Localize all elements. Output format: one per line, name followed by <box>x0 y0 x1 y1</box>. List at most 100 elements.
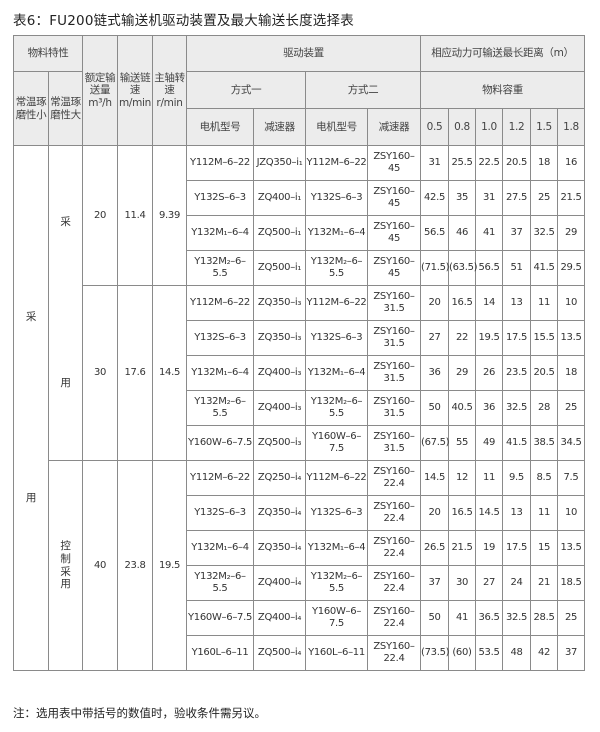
distance-cell: 42.5 <box>420 180 449 216</box>
distance-cell: 32.5 <box>502 390 531 426</box>
distance-cell: 32.5 <box>530 215 558 251</box>
motor2-cell: Y132M₁–6–4 <box>305 215 368 251</box>
distance-cell: 18 <box>530 145 558 181</box>
table-row: Y160W–6–7.5 ZQ400–i₄ Y160W–6–7.5 ZSY160–22.… <box>14 600 585 636</box>
distance-cell: 55 <box>448 425 476 461</box>
motor2-cell: Y132M₁–6–4 <box>305 530 368 566</box>
vertical-label: 采用 <box>14 311 48 504</box>
distance-cell: 16.5 <box>448 285 476 321</box>
header-chain-speed: 输送链速m/min <box>117 35 153 146</box>
table-row: Y132M₁–6–4 ZQ500–i₁ Y132M₁–6–4 ZSY160–45 56.… <box>14 215 585 251</box>
distance-cell: 40.5 <box>448 390 476 426</box>
distance-cell: 36 <box>475 390 503 426</box>
distance-cell: 11 <box>530 495 558 531</box>
motor2-cell: Y132M₂–6–5.5 <box>305 390 368 426</box>
header-max-distance: 相应动力可输送最长距离（m） <box>420 35 585 72</box>
distance-cell: 25 <box>557 390 585 426</box>
distance-cell: 42 <box>530 635 558 671</box>
header-drive: 驱动装置 <box>186 35 421 72</box>
distance-cell: 41 <box>448 600 476 636</box>
distance-cell: 56.5 <box>475 250 503 286</box>
table-row: Y132M₁–6–4 ZQ400–i₃ Y132M₁–6–4 ZSY160–31.5 3… <box>14 355 585 391</box>
reducer1-cell: JZQ350–i₁ <box>253 145 306 181</box>
reducer2-cell: ZSY160–45 <box>367 215 421 251</box>
distance-cell: 50 <box>420 600 449 636</box>
table-title: 表6：FU200链式输送机驱动装置及最大输送长度选择表 <box>13 13 354 29</box>
reducer2-cell: ZSY160–31.5 <box>367 320 421 356</box>
motor1-cell: Y132S–6–3 <box>186 180 254 216</box>
motor1-cell: Y112M–6–22 <box>186 145 254 181</box>
distance-cell: 38.5 <box>530 425 558 461</box>
shaft-speed-cell: 9.39 <box>152 145 187 286</box>
chain-speed-cell: 11.4 <box>117 145 153 286</box>
label-char: 控 <box>60 540 71 553</box>
distance-cell: 41.5 <box>530 250 558 286</box>
distance-cell: 27 <box>475 565 503 601</box>
motor2-cell: Y132S–6–3 <box>305 180 368 216</box>
table-row: 控制采用 40 23.8 19.5 Y112M–6–22 ZQ250–i₄ Y112M–6–… <box>14 460 585 671</box>
distance-cell: 16.5 <box>448 495 476 531</box>
footnote: 注：选用表中带括号的数值时，验收条件需另议。 <box>13 706 266 720</box>
distance-cell: 41 <box>475 215 503 251</box>
header-density: 0.5 <box>420 108 449 146</box>
reducer1-cell: ZQ250–i₄ <box>253 460 306 496</box>
drive-selection-table: 物料特性 额定输送量m³/h 输送链速m/min 主轴转速r/min 驱动装置 … <box>13 35 585 671</box>
reducer1-cell: ZQ500–i₄ <box>253 635 306 671</box>
table-row: Y132S–6–3 ZQ400–i₁ Y132S–6–3 ZSY160–45 42.5 3… <box>14 180 585 216</box>
distance-cell: 24 <box>502 565 531 601</box>
distance-cell: 29.5 <box>557 250 585 286</box>
reducer2-cell: ZSY160–31.5 <box>367 390 421 426</box>
motor2-cell: Y132M₂–6–5.5 <box>305 250 368 286</box>
distance-cell: 29 <box>448 355 476 391</box>
reducer2-cell: ZSY160–22.4 <box>367 600 421 636</box>
header-density: 1.8 <box>557 108 585 146</box>
motor2-cell: Y112M–6–22 <box>305 145 368 181</box>
reducer2-cell: ZSY160–31.5 <box>367 355 421 391</box>
reducer1-cell: ZQ500–i₁ <box>253 215 306 251</box>
table-row: Y160L–6–11 ZQ500–i₄ Y160L–6–11 ZSY160–22.4(… <box>14 635 585 671</box>
distance-cell: 31 <box>420 145 449 181</box>
shaft-speed-cell: 14.5 <box>152 285 187 461</box>
distance-cell: 50 <box>420 390 449 426</box>
distance-cell: 26.5 <box>420 530 449 566</box>
motor2-cell: Y112M–6–22 <box>305 460 368 496</box>
capacity-cell: 20 <box>82 145 118 286</box>
distance-cell: 20 <box>420 495 449 531</box>
distance-cell: 27 <box>420 320 449 356</box>
label-char: 采 <box>60 565 71 578</box>
header-motor2: 电机型号 <box>305 108 368 146</box>
header-density: 1.5 <box>530 108 558 146</box>
distance-cell: 48 <box>502 635 531 671</box>
distance-cell: 32.5 <box>502 600 531 636</box>
reducer2-cell: ZSY160–45 <box>367 180 421 216</box>
distance-cell: 10 <box>557 285 585 321</box>
distance-cell: (73.5) <box>420 635 450 671</box>
distance-cell: 25.5 <box>448 145 476 181</box>
reducer1-cell: ZQ400–i₁ <box>253 180 306 216</box>
distance-cell: 27.5 <box>502 180 531 216</box>
header-bulk-density: 物料容重 <box>420 71 585 109</box>
motor1-cell: Y132M₁–6–4 <box>186 530 254 566</box>
distance-cell: 28 <box>530 390 558 426</box>
distance-cell: 37 <box>557 635 585 671</box>
reducer1-cell: ZQ400–i₄ <box>253 600 306 636</box>
distance-cell: 13 <box>502 495 531 531</box>
distance-cell: 19.5 <box>475 320 503 356</box>
motor2-cell: Y132M₂–6–5.5 <box>305 565 368 601</box>
distance-cell: 22.5 <box>475 145 503 181</box>
distance-cell: 13 <box>502 285 531 321</box>
header-mode1: 方式一 <box>186 71 306 109</box>
table-row: 30 17.6 14.5 Y112M–6–22 ZQ350–i₃ Y112M–6–22 ZS… <box>14 285 585 461</box>
motor1-cell: Y112M–6–22 <box>186 460 254 496</box>
distance-cell: 21.5 <box>557 180 585 216</box>
motor1-cell: Y132M₂–6–5.5 <box>186 390 254 426</box>
distance-cell: 49 <box>475 425 503 461</box>
label-char: 采 <box>60 216 71 229</box>
distance-cell: 20.5 <box>530 355 558 391</box>
header-shaft-speed: 主轴转速r/min <box>152 35 187 146</box>
distance-cell: 56.5 <box>420 215 449 251</box>
capacity-cell: 40 <box>82 460 118 671</box>
motor2-cell: Y132S–6–3 <box>305 495 368 531</box>
header-density: 1.2 <box>502 108 531 146</box>
reducer2-cell: ZSY160–22.4 <box>367 460 421 496</box>
